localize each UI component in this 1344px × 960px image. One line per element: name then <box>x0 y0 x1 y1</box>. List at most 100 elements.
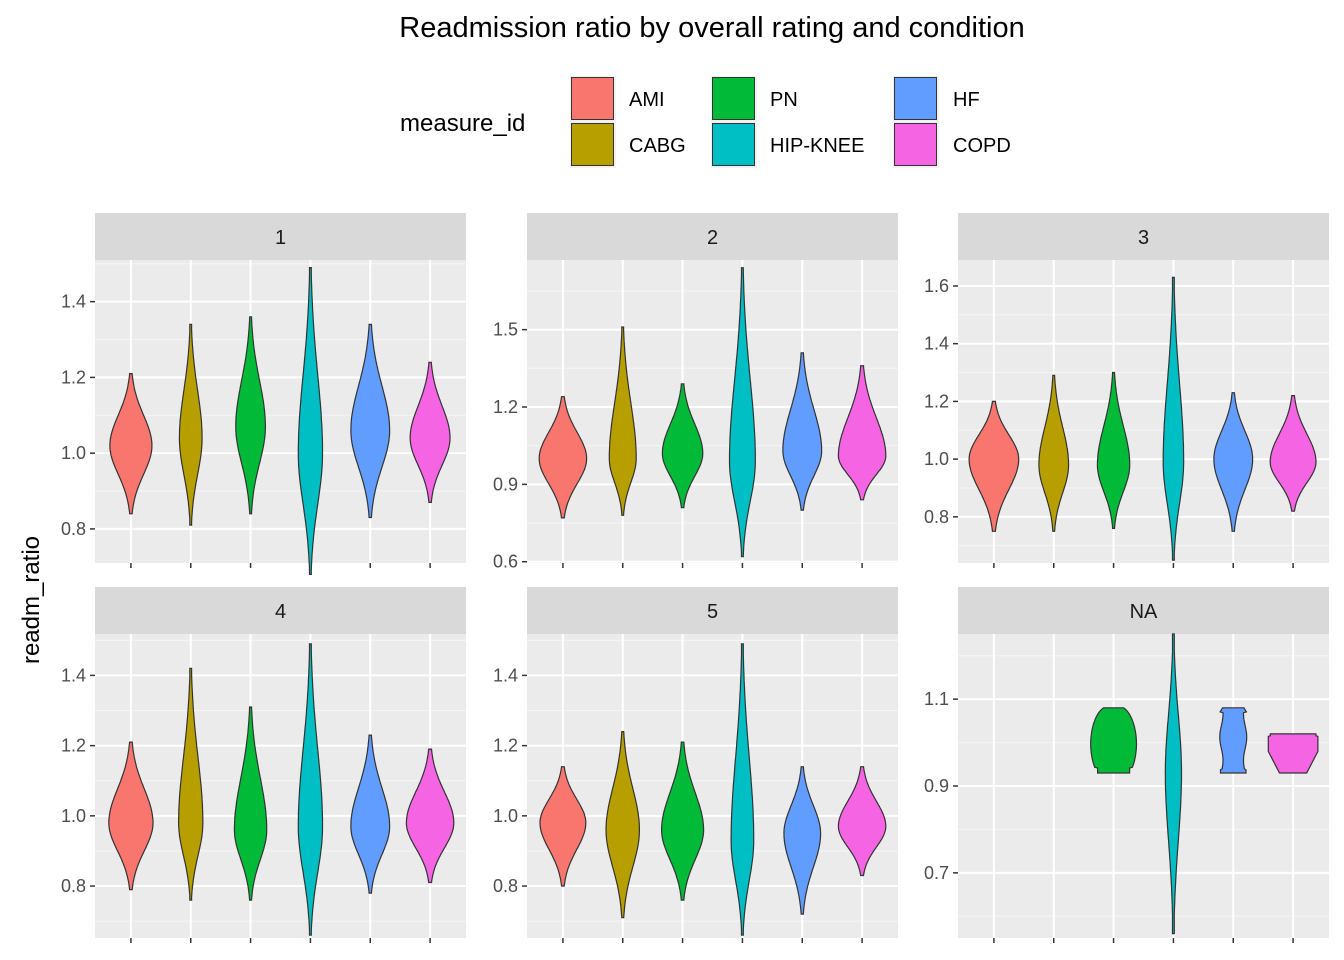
chart-title: Readmission ratio by overall rating and … <box>399 12 1025 44</box>
legend-key-hip-knee <box>711 122 757 168</box>
facet-strip-label: NA <box>1130 601 1158 623</box>
violin-pn-1 <box>235 316 266 515</box>
violin-hf-3 <box>1213 392 1254 532</box>
y-tick-label: 1.2 <box>61 367 86 387</box>
legend-swatch-ami <box>571 77 614 120</box>
facet-panel-5: 5 0.8 1.0 1.2 1.4 <box>493 587 898 943</box>
violin-cabg-1 <box>178 323 203 526</box>
legend-label-cabg: CABG <box>629 135 686 157</box>
violin-copd-na <box>1267 733 1319 774</box>
legend-label-ami: AMI <box>629 89 665 111</box>
legend-swatch-copd <box>894 123 937 166</box>
legend-key-copd <box>893 122 939 168</box>
y-tick-label: 1.4 <box>924 334 949 354</box>
facet-strip <box>527 213 898 260</box>
facet-strip-label: 1 <box>275 227 286 249</box>
facet-strip-label: 2 <box>707 227 718 249</box>
facet-panel-4: 4 0.8 1.0 1.2 1.4 <box>61 587 466 943</box>
y-tick-label: 1.0 <box>61 806 86 826</box>
facet-strip <box>527 587 898 634</box>
facet-strip <box>958 213 1329 260</box>
panel-background <box>95 634 466 938</box>
facet-panel-3: 3 0.8 1.0 1.2 1.4 1.6 <box>924 213 1329 568</box>
violin-hip-knee-4 <box>297 643 324 936</box>
y-tick-label: 1.6 <box>924 276 949 296</box>
violin-ami-4 <box>108 741 154 891</box>
y-tick-label: 0.8 <box>61 876 86 896</box>
y-tick-label: 0.7 <box>924 863 949 883</box>
panel-background <box>958 260 1329 563</box>
facet-panel-1: 1 0.8 1.0 1.2 1.4 <box>61 213 466 575</box>
y-tick-label: 1.4 <box>493 665 518 685</box>
legend-label-hip-knee: HIP-KNEE <box>770 135 865 157</box>
y-tick-label: 0.6 <box>493 552 518 572</box>
violin-hf-4 <box>350 734 391 894</box>
y-tick-label: 1.5 <box>493 320 518 340</box>
legend-label-copd: COPD <box>953 135 1011 157</box>
violin-hf-1 <box>350 323 391 519</box>
violin-hf-2 <box>782 352 823 511</box>
facet-panel-na: NA 0.7 0.9 1.1 <box>924 587 1329 943</box>
y-tick-label: 1.2 <box>924 391 949 411</box>
legend-key-hf <box>893 76 939 122</box>
legend-key-cabg <box>570 122 616 168</box>
violin-ami-2 <box>538 396 588 519</box>
violin-cabg-5 <box>605 731 640 919</box>
legend-swatch-cabg <box>571 123 614 166</box>
y-tick-label: 1.2 <box>493 736 518 756</box>
facet-panel-2: 2 0.6 0.9 1.2 1.5 <box>493 213 898 572</box>
violin-copd-3 <box>1269 395 1317 512</box>
y-tick-label: 1.4 <box>61 292 86 312</box>
legend-label-hf: HF <box>953 89 980 111</box>
facet-strip-label: 4 <box>275 601 286 623</box>
y-tick-label: 1.2 <box>493 397 518 417</box>
violin-hip-knee-5 <box>730 643 755 936</box>
violin-ami-3 <box>968 400 1020 532</box>
violin-pn-na <box>1090 707 1138 774</box>
panel-background <box>527 260 898 563</box>
violin-pn-4 <box>233 706 268 901</box>
y-tick-label: 1.4 <box>61 665 86 685</box>
violin-hip-knee-1 <box>297 267 324 575</box>
facet-strip <box>95 213 466 260</box>
panel-background <box>95 260 466 563</box>
y-tick-label: 1.0 <box>924 449 949 469</box>
violin-hip-knee-2 <box>728 267 756 558</box>
y-tick-label: 1.2 <box>61 736 86 756</box>
violin-cabg-3 <box>1038 374 1070 532</box>
facet-strip <box>95 587 466 634</box>
violin-copd-1 <box>409 361 451 503</box>
legend-swatch-pn <box>712 77 755 120</box>
violin-pn-2 <box>661 383 704 509</box>
facet-strip <box>958 587 1329 634</box>
y-tick-label: 0.8 <box>493 876 518 896</box>
legend-label-pn: PN <box>770 89 798 111</box>
legend-swatch-hip-knee <box>712 123 755 166</box>
y-tick-label: 1.0 <box>493 806 518 826</box>
violin-cabg-2 <box>608 326 637 516</box>
violin-hf-5 <box>783 766 822 915</box>
y-tick-label: 0.9 <box>924 776 949 796</box>
violin-copd-4 <box>405 748 455 884</box>
violin-copd-5 <box>837 766 887 877</box>
facet-strip-label: 5 <box>707 601 718 623</box>
y-tick-label: 0.8 <box>924 507 949 527</box>
violin-hf-na <box>1219 707 1248 774</box>
violin-pn-3 <box>1096 371 1131 529</box>
violin-copd-2 <box>837 365 887 501</box>
violin-cabg-4 <box>178 667 204 901</box>
legend-key-ami <box>570 76 616 122</box>
violin-hip-knee-3 <box>1162 276 1185 561</box>
y-tick-label: 0.9 <box>493 474 518 494</box>
y-tick-label: 1.1 <box>924 689 949 709</box>
legend-swatch-hf <box>894 77 937 120</box>
legend-title: measure_id <box>400 110 526 137</box>
violin-hip-knee-na <box>1164 633 1183 935</box>
violin-ami-1 <box>109 373 153 515</box>
violin-pn-5 <box>661 741 705 901</box>
violin-ami-5 <box>539 766 587 887</box>
panel-background <box>527 634 898 938</box>
facet-strip-label: 3 <box>1138 227 1149 249</box>
legend-key-pn <box>711 76 757 122</box>
